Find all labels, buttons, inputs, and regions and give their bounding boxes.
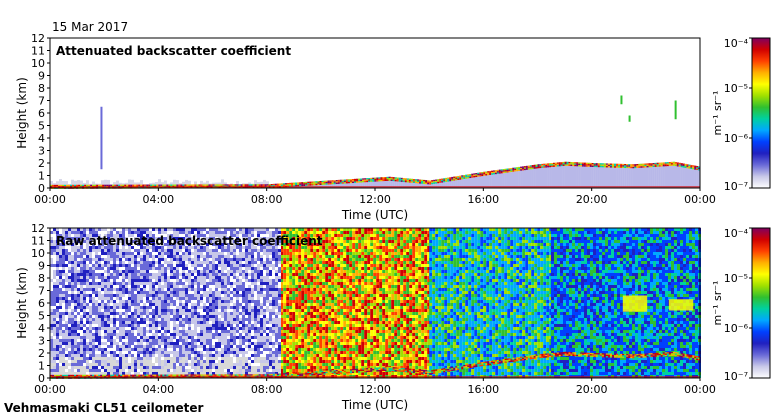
x-tick-label: 08:00	[251, 193, 283, 206]
colorbar-bottom: 10⁻⁷ 10⁻⁶ 10⁻⁵ 10⁻⁴ m⁻¹ sr⁻¹	[711, 227, 771, 383]
instrument-label: Vehmasmaki CL51 ceilometer	[4, 401, 204, 415]
y-tick-label: 6	[38, 107, 45, 120]
panel-title: Attenuated backscatter coefficient	[56, 44, 291, 58]
x-tick-label: 00:00	[34, 193, 66, 206]
colorbar-scale	[751, 227, 771, 379]
x-tick-label: 00:00	[684, 193, 716, 206]
colorbar-tick-label: 10⁻⁵	[724, 82, 748, 95]
colorbar-tick-label: 10⁻⁴	[724, 227, 749, 240]
y-tick-label: 2	[38, 347, 45, 360]
y-tick-label: 8	[38, 272, 45, 285]
y-tick-label: 4	[38, 132, 45, 145]
y-tick-label: 7	[38, 95, 45, 108]
y-tick-label: 11	[31, 235, 45, 248]
y-tick-label: 12	[31, 222, 45, 235]
colorbar-unit: m⁻¹ sr⁻¹	[711, 281, 724, 326]
cloud-feature	[668, 299, 694, 311]
y-tick-label: 5	[38, 310, 45, 323]
panel-attenuated-backscatter: Attenuated backscatter coefficient012345…	[15, 32, 716, 222]
y-tick-label: 12	[31, 32, 45, 45]
y-tick-label: 9	[38, 70, 45, 83]
x-tick-label: 16:00	[467, 383, 499, 396]
colorbar-unit: m⁻¹ sr⁻¹	[711, 91, 724, 136]
colorbar-tick-label: 10⁻⁵	[724, 272, 748, 285]
y-axis-label: Height (km)	[15, 77, 29, 148]
colorbar-tick-label: 10⁻⁷	[724, 370, 748, 383]
y-tick-label: 3	[38, 145, 45, 158]
x-axis: 00:00 04:00 08:00 12:00 16:00 20:00 00:00 Time …	[34, 188, 716, 222]
boundary-layer	[50, 351, 701, 379]
y-tick-label: 3	[38, 335, 45, 348]
y-tick-label: 6	[38, 297, 45, 310]
y-tick-label: 4	[38, 322, 45, 335]
cloud-feature	[622, 295, 648, 312]
colorbar-tick-label: 10⁻⁷	[724, 180, 748, 193]
colorbar-scale	[751, 37, 771, 189]
y-tick-label: 2	[38, 157, 45, 170]
colorbar-top: 10⁻⁷ 10⁻⁶ 10⁻⁵ 10⁻⁴ m⁻¹ sr⁻¹	[711, 37, 771, 193]
y-axis-label: Height (km)	[15, 267, 29, 338]
x-tick-label: 12:00	[359, 383, 391, 396]
x-tick-label: 16:00	[467, 193, 499, 206]
y-tick-label: 10	[31, 247, 45, 260]
x-tick-label: 12:00	[359, 193, 391, 206]
colorbar-tick-label: 10⁻⁴	[724, 37, 749, 50]
x-tick-label: 04:00	[142, 193, 174, 206]
x-tick-label: 08:00	[251, 383, 283, 396]
x-tick-label: 00:00	[684, 383, 716, 396]
colorbar-tick-label: 10⁻⁶	[724, 322, 749, 335]
y-tick-label: 11	[31, 45, 45, 58]
panel-raw-attenuated-backscatter: Raw attenuated backscatter coefficient01…	[15, 222, 716, 412]
colorbar-tick-label: 10⁻⁶	[724, 132, 749, 145]
date-label: 15 Mar 2017	[52, 20, 129, 34]
x-tick-label: 00:00	[34, 383, 66, 396]
backscatter-field	[50, 228, 701, 378]
y-tick-label: 9	[38, 260, 45, 273]
x-axis-label: Time (UTC)	[341, 208, 408, 222]
y-tick-label: 8	[38, 82, 45, 95]
x-axis: 00:00 04:00 08:00 12:00 16:00 20:00 00:00 Time …	[34, 378, 716, 412]
y-tick-label: 5	[38, 120, 45, 133]
boundary-layer	[50, 161, 701, 189]
y-tick-label: 1	[38, 360, 45, 373]
x-tick-label: 20:00	[576, 383, 608, 396]
y-tick-label: 0	[38, 182, 45, 195]
y-tick-label: 0	[38, 372, 45, 385]
x-tick-label: 20:00	[576, 193, 608, 206]
y-tick-label: 1	[38, 170, 45, 183]
y-tick-label: 10	[31, 57, 45, 70]
x-axis-label: Time (UTC)	[341, 398, 408, 412]
x-tick-label: 04:00	[142, 383, 174, 396]
y-tick-label: 7	[38, 285, 45, 298]
panel-title: Raw attenuated backscatter coefficient	[56, 234, 323, 248]
